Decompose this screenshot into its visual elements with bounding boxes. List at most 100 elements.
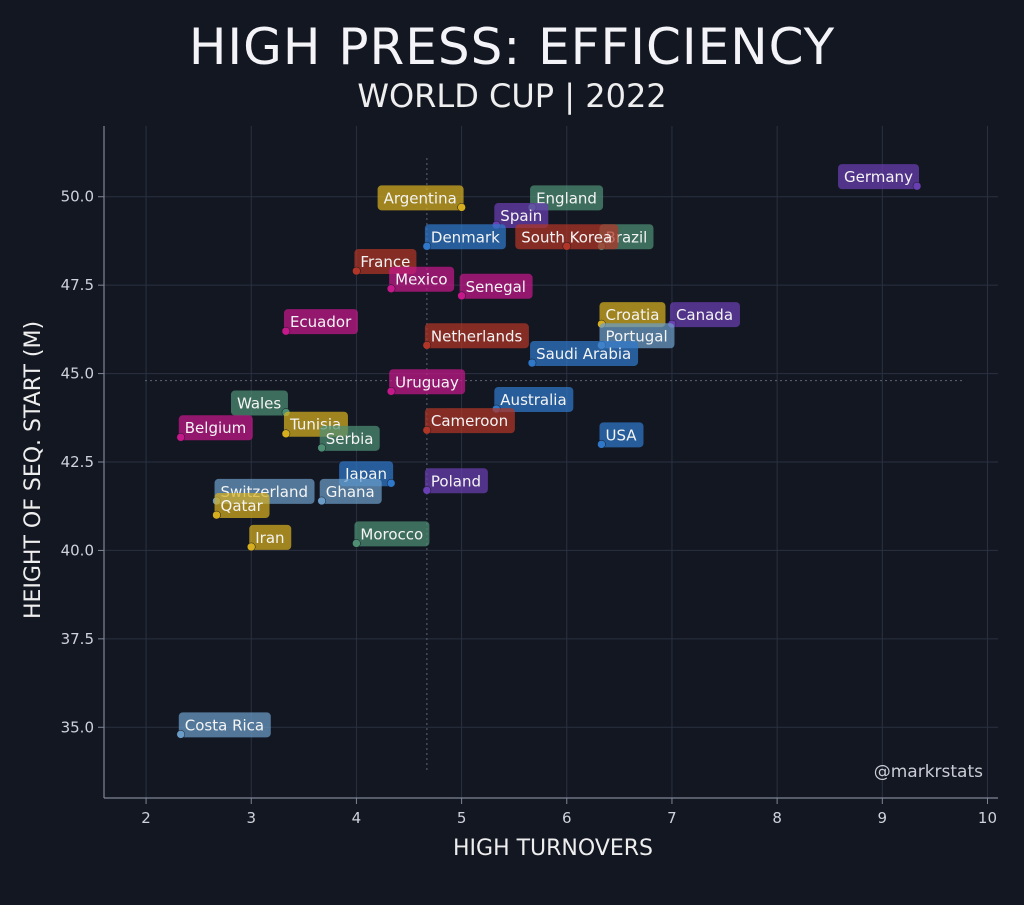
point-label-box — [459, 273, 533, 299]
point-label: Iran — [255, 529, 284, 547]
point-marker — [527, 358, 537, 368]
point-uruguay: Uruguay — [386, 369, 466, 396]
point-label-box — [494, 203, 549, 229]
point-label-box — [178, 712, 271, 738]
point-label-box — [838, 164, 920, 190]
point-label-box — [494, 386, 574, 412]
y-tick-label: 45.0 — [61, 365, 94, 383]
point-label: Belgium — [185, 419, 247, 437]
point-label-box — [354, 521, 430, 547]
point-label-box — [424, 468, 488, 494]
point-poland: Poland — [422, 468, 488, 495]
x-tick-label: 8 — [772, 809, 782, 827]
y-tick-label: 35.0 — [61, 718, 94, 736]
point-label: Wales — [237, 394, 281, 412]
point-label: Ghana — [326, 483, 375, 501]
point-senegal: Senegal — [457, 273, 533, 301]
point-mexico: Mexico — [386, 266, 455, 293]
point-label: Netherlands — [431, 327, 523, 345]
point-marker — [457, 291, 466, 301]
point-marker — [176, 730, 186, 739]
tick-labels: 2 3 4 5 6 7 8 9 10 35.0 37.5 40.0 42.5 45.0 47.5 50.0 — [61, 188, 997, 827]
point-label: Saudi Arabia — [536, 345, 631, 363]
point-label-box — [424, 323, 529, 349]
point-label: France — [360, 253, 410, 271]
point-label-box — [424, 408, 515, 434]
point-spain: Spain — [492, 203, 549, 230]
point-england: England — [527, 185, 604, 212]
point-label: Germany — [844, 168, 913, 186]
point-marker — [457, 203, 466, 212]
point-label-box — [283, 309, 358, 335]
point-marker — [317, 443, 326, 453]
point-marker — [386, 284, 396, 293]
x-axis-title: HIGH TURNOVERS — [453, 836, 653, 861]
point-marker — [422, 242, 432, 251]
point-marker — [246, 542, 256, 552]
point-marker — [176, 432, 186, 442]
point-label: USA — [605, 426, 637, 444]
point-label: Qatar — [221, 497, 264, 515]
point-marker — [281, 429, 291, 438]
point-label-box — [214, 493, 270, 519]
point-croatia: Croatia — [597, 302, 666, 329]
point-cameroon: Cameroon — [422, 408, 515, 435]
point-marker — [562, 242, 572, 251]
point-denmark: Denmark — [422, 224, 506, 251]
point-label: Mexico — [395, 271, 447, 289]
point-label: South Korea — [521, 228, 612, 246]
point-label: Canada — [676, 306, 733, 324]
point-serbia: Serbia — [317, 425, 380, 453]
point-qatar: Qatar — [212, 493, 270, 520]
x-tick-label: 5 — [457, 809, 467, 827]
y-tick-label: 47.5 — [61, 276, 94, 294]
chart-title: HIGH PRESS: EFFICIENCY — [188, 18, 836, 76]
point-label-box — [249, 524, 292, 550]
point-label: Spain — [500, 207, 542, 225]
point-label-box — [530, 185, 604, 211]
point-morocco: Morocco — [352, 521, 430, 548]
point-label: Ecuador — [290, 313, 352, 331]
y-tick-label: 42.5 — [61, 453, 94, 471]
x-tick-label: 4 — [352, 809, 362, 827]
point-label-box — [515, 224, 619, 250]
point-label: Portugal — [605, 327, 667, 345]
point-label: Cameroon — [431, 412, 508, 430]
point-label: England — [536, 189, 597, 207]
point-label-box — [319, 425, 380, 451]
point-marker — [422, 425, 432, 435]
point-label: Costa Rica — [185, 716, 264, 734]
point-south-korea: South Korea — [515, 224, 619, 251]
point-marker — [597, 440, 606, 449]
point-argentina: Argentina — [377, 185, 466, 212]
point-label: Morocco — [360, 525, 423, 543]
point-label-box — [319, 478, 382, 504]
point-label: Australia — [500, 391, 566, 409]
x-tick-label: 10 — [978, 809, 997, 827]
point-canada: Canada — [667, 302, 740, 329]
point-ecuador: Ecuador — [281, 309, 358, 336]
x-tick-label: 9 — [878, 809, 888, 827]
point-marker — [352, 266, 361, 276]
point-label: Senegal — [466, 278, 526, 296]
x-tick-label: 7 — [667, 809, 677, 827]
point-label-box — [424, 224, 506, 250]
point-label: Croatia — [605, 306, 659, 324]
point-iran: Iran — [246, 524, 292, 552]
point-label: Argentina — [384, 189, 457, 207]
point-label-box — [230, 390, 288, 416]
point-label: Japan — [344, 465, 387, 483]
y-tick-label: 40.0 — [61, 541, 94, 559]
point-label: Denmark — [431, 228, 500, 246]
point-label-box — [389, 266, 455, 292]
x-tick-label: 6 — [562, 809, 572, 827]
point-label-box — [599, 422, 644, 448]
reference-lines — [145, 158, 963, 770]
point-label-box — [599, 302, 666, 328]
point-germany: Germany — [838, 164, 922, 191]
watermark-handle: @markrstats — [874, 762, 983, 782]
point-label-box — [389, 369, 466, 395]
